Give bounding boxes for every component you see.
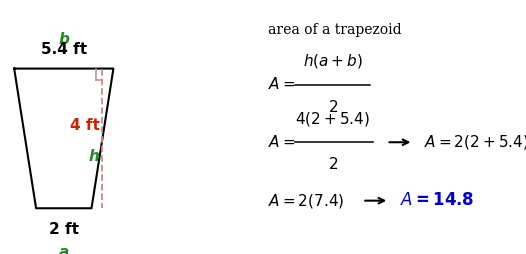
Text: 2 ft: 2 ft bbox=[49, 222, 79, 237]
Text: $A=2(2+5.4)$: $A=2(2+5.4)$ bbox=[424, 133, 526, 151]
Text: $A=$: $A=$ bbox=[268, 76, 296, 92]
Text: a: a bbox=[59, 245, 69, 254]
Text: b: b bbox=[58, 32, 69, 47]
Text: 5.4 ft: 5.4 ft bbox=[41, 42, 87, 57]
Text: area of a trapezoid: area of a trapezoid bbox=[268, 23, 402, 38]
Text: $4(2+5.4)$: $4(2+5.4)$ bbox=[296, 110, 370, 128]
Text: h: h bbox=[89, 149, 99, 164]
Text: $A=2(7.4)$: $A=2(7.4)$ bbox=[268, 192, 345, 210]
Text: $\it{A}$$\bf{=14.8}$: $\it{A}$$\bf{=14.8}$ bbox=[400, 192, 474, 209]
Text: $h(a+b)$: $h(a+b)$ bbox=[303, 52, 363, 70]
Text: $2$: $2$ bbox=[328, 99, 338, 115]
Text: $2$: $2$ bbox=[328, 156, 338, 172]
Text: 4 ft: 4 ft bbox=[70, 118, 100, 133]
Text: $A=$: $A=$ bbox=[268, 134, 296, 150]
